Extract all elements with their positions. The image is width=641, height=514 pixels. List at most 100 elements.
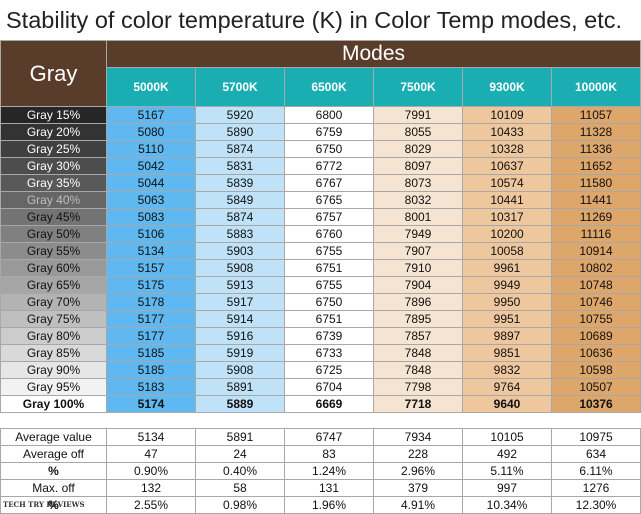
stat-value-cell: 634 [551,445,641,463]
temperature-value-cell: 10328 [462,140,552,158]
stat-value-cell: 492 [462,445,552,463]
mode-column-header: 7500K [373,67,463,107]
temperature-value-cell: 5083 [106,208,196,226]
temperature-value-cell: 5883 [195,225,285,243]
temperature-value-cell: 9897 [462,327,552,345]
temperature-value-cell: 7895 [373,310,463,328]
stat-value-cell: 4.91% [373,496,463,514]
temperature-value-cell: 11336 [551,140,641,158]
temperature-value-cell: 6733 [284,344,374,362]
temperature-value-cell: 5167 [106,106,196,124]
table-row: Gray 30% 5042 5831 6772 8097 10637 11652 [0,157,641,175]
gray-level-label: Gray 50% [0,225,107,243]
stat-row: Average off 47 24 83 228 492 634 [0,445,641,463]
temperature-value-cell: 9832 [462,361,552,379]
temperature-value-cell: 10433 [462,123,552,141]
stat-value-cell: 1276 [551,479,641,497]
temperature-value-cell: 11057 [551,106,641,124]
stat-value-cell: 0.98% [195,496,285,514]
temperature-value-cell: 10507 [551,378,641,396]
gray-level-label: Gray 35% [0,174,107,192]
temperature-value-cell: 11652 [551,157,641,175]
temperature-value-cell: 10637 [462,157,552,175]
mode-column-header: 5000K [106,67,196,107]
temperature-value-cell: 7857 [373,327,463,345]
temperature-value-cell: 9950 [462,293,552,311]
gray-level-label: Gray 55% [0,242,107,260]
temperature-value-cell: 6800 [284,106,374,124]
stat-value-cell: 12.30% [551,496,641,514]
stat-value-cell: 0.40% [195,462,285,480]
temperature-value-cell: 5908 [195,259,285,277]
temperature-value-cell: 8073 [373,174,463,192]
temperature-value-cell: 6765 [284,191,374,209]
temperature-value-cell: 5874 [195,208,285,226]
gray-level-label: Gray 80% [0,327,107,345]
temperature-value-cell: 5849 [195,191,285,209]
stat-value-cell: 5134 [106,428,196,446]
temperature-value-cell: 6759 [284,123,374,141]
temperature-value-cell: 7718 [373,395,463,413]
temperature-value-cell: 6751 [284,310,374,328]
temperature-value-cell: 7848 [373,344,463,362]
temperature-value-cell: 11441 [551,191,641,209]
temperature-value-cell: 7904 [373,276,463,294]
temperature-value-cell: 9949 [462,276,552,294]
table-row: Gray 15% 5167 5920 6800 7991 10109 11057 [0,106,641,124]
gray-level-label: Gray 40% [0,191,107,209]
table-row: Gray 45% 5083 5874 6757 8001 10317 11269 [0,208,641,226]
temperature-value-cell: 10317 [462,208,552,226]
temperature-value-cell: 6767 [284,174,374,192]
table-row: Gray 40% 5063 5849 6765 8032 10441 11441 [0,191,641,209]
gray-header: Gray [0,40,107,107]
stat-label: Max. off [0,479,107,497]
temperature-value-cell: 5919 [195,344,285,362]
temperature-value-cell: 5044 [106,174,196,192]
temperature-value-cell: 8001 [373,208,463,226]
stat-value-cell: 10975 [551,428,641,446]
temperature-value-cell: 6750 [284,293,374,311]
temperature-value-cell: 5913 [195,276,285,294]
stat-value-cell: 5891 [195,428,285,446]
stat-value-cell: 58 [195,479,285,497]
stat-value-cell: 6.11% [551,462,641,480]
temperature-value-cell: 10598 [551,361,641,379]
temperature-value-cell: 6750 [284,140,374,158]
watermark-logo: TECH TRY REVIEWS [3,500,85,509]
temperature-value-cell: 9640 [462,395,552,413]
temperature-value-cell: 7848 [373,361,463,379]
stat-value-cell: 24 [195,445,285,463]
table-row: Gray 60% 5157 5908 6751 7910 9961 10802 [0,259,641,277]
table-row: Gray 95% 5183 5891 6704 7798 9764 10507 [0,378,641,396]
temperature-value-cell: 10748 [551,276,641,294]
table-row: Gray 25% 5110 5874 6750 8029 10328 11336 [0,140,641,158]
temperature-value-cell: 5174 [106,395,196,413]
stat-value-cell: 1.96% [284,496,374,514]
temperature-value-cell: 8055 [373,123,463,141]
stat-value-cell: 10.34% [462,496,552,514]
temperature-value-cell: 5891 [195,378,285,396]
temperature-value-cell: 5839 [195,174,285,192]
table-row: Gray 100% 5174 5889 6669 7718 9640 10376 [0,395,641,413]
separator-cell [0,412,641,429]
temperature-value-cell: 10802 [551,259,641,277]
temperature-value-cell: 6772 [284,157,374,175]
temperature-value-cell: 5916 [195,327,285,345]
temperature-value-cell: 6757 [284,208,374,226]
temperature-value-cell: 5914 [195,310,285,328]
temperature-value-cell: 6751 [284,259,374,277]
stat-value-cell: 132 [106,479,196,497]
gray-level-label: Gray 25% [0,140,107,158]
temperature-value-cell: 5175 [106,276,196,294]
temperature-value-cell: 6669 [284,395,374,413]
table-body: Gray 15% 5167 5920 6800 7991 10109 11057 Gray 2… [0,106,641,514]
table-row: Gray 65% 5175 5913 6755 7904 9949 10748 [0,276,641,294]
temperature-value-cell: 5042 [106,157,196,175]
temperature-value-cell: 10376 [551,395,641,413]
temperature-value-cell: 5185 [106,361,196,379]
temperature-value-cell: 5920 [195,106,285,124]
temperature-value-cell: 10914 [551,242,641,260]
temperature-value-cell: 8032 [373,191,463,209]
table-row: Gray 70% 5178 5917 6750 7896 9950 10746 [0,293,641,311]
temperature-value-cell: 9951 [462,310,552,328]
